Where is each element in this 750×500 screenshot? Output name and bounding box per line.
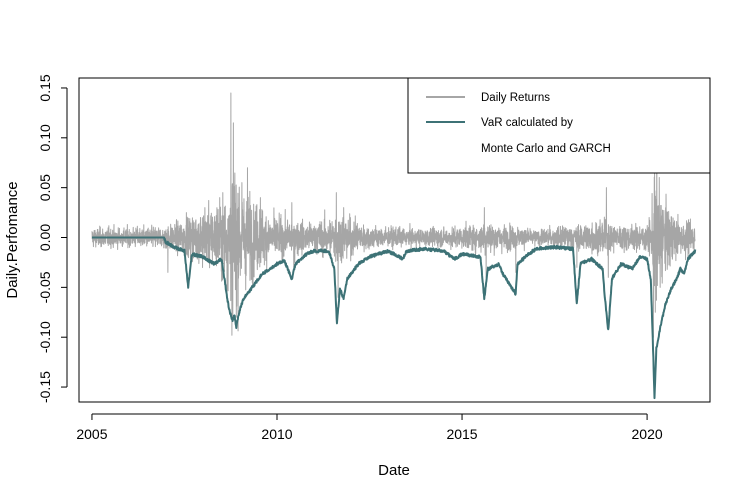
- x-tick-label: 2020: [632, 426, 663, 442]
- plot-frame: [78, 77, 711, 403]
- legend-label-var: VaR calculated by: [481, 117, 573, 129]
- legend-box: [407, 77, 711, 174]
- y-axis-title: Daily.Perfomance: [4, 181, 21, 298]
- x-tick-label: 2015: [446, 426, 477, 442]
- y-axis: -0.15 -0.10 -0.05 0.00 0.05 0.10 0.15: [37, 74, 68, 403]
- y-tick-label: 0.00: [37, 224, 53, 251]
- y-tick-label: -0.05: [37, 271, 53, 303]
- x-axis-title: Date: [378, 462, 410, 479]
- y-tick-label: 0.15: [37, 74, 53, 101]
- series-var: [91, 236, 697, 400]
- x-tick-label: 2005: [76, 426, 107, 442]
- legend: Daily Returns VaR calculated by Monte Ca…: [407, 77, 711, 174]
- x-axis: 2005 2010 2015 2020: [76, 413, 663, 442]
- series-daily-returns: [91, 92, 696, 338]
- y-tick-label: 0.05: [37, 174, 53, 201]
- legend-label-daily-returns: Daily Returns: [481, 92, 550, 104]
- y-tick-label: -0.15: [37, 371, 53, 403]
- y-tick-label: -0.10: [37, 321, 53, 353]
- y-tick-label: 0.10: [37, 124, 53, 151]
- legend-label-var-line2: Monte Carlo and GARCH: [481, 143, 611, 155]
- x-tick-label: 2010: [261, 426, 292, 442]
